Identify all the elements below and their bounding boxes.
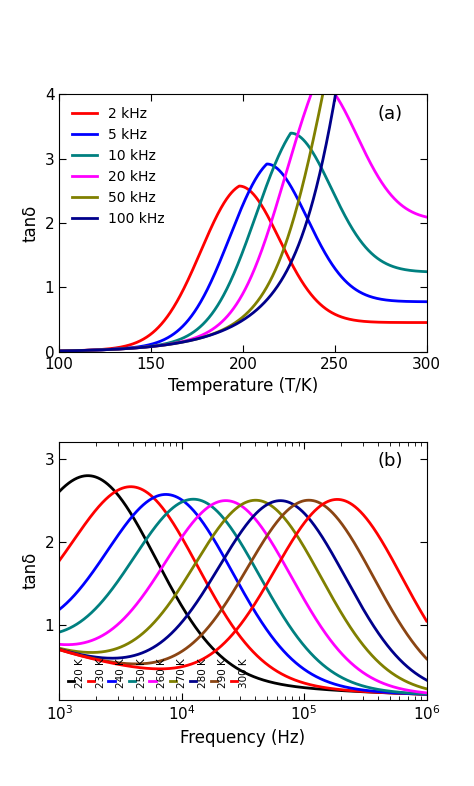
- Text: (b): (b): [377, 452, 403, 470]
- 10 kHz: [343, 213, 349, 222]
- 2 kHz: [424, 318, 429, 327]
- 5 kHz: [343, 277, 349, 286]
- Y-axis label: tanδ: tanδ: [21, 204, 39, 242]
- Line: 2 kHz: 2 kHz: [59, 186, 427, 351]
- 20 kHz: [205, 328, 210, 337]
- 20 kHz: [343, 108, 349, 118]
- 20 kHz: [309, 88, 314, 97]
- 10 kHz: [350, 225, 356, 234]
- 100 kHz: [218, 326, 224, 336]
- 2 kHz: [343, 314, 349, 323]
- 5 kHz: [205, 284, 210, 293]
- 10 kHz: [288, 128, 294, 138]
- Line: 100 kHz: 100 kHz: [59, 0, 427, 351]
- 100 kHz: [56, 347, 62, 356]
- 20 kHz: [314, 75, 319, 85]
- 10 kHz: [56, 347, 62, 356]
- 5 kHz: [218, 254, 224, 263]
- 100 kHz: [309, 201, 314, 211]
- 50 kHz: [218, 326, 224, 336]
- Line: 50 kHz: 50 kHz: [59, 0, 427, 351]
- 2 kHz: [218, 204, 224, 213]
- 5 kHz: [264, 160, 270, 169]
- Text: (a): (a): [378, 105, 403, 123]
- 50 kHz: [309, 143, 314, 152]
- 20 kHz: [56, 347, 62, 356]
- 10 kHz: [424, 267, 429, 277]
- 10 kHz: [94, 345, 100, 354]
- Legend: 2 kHz, 5 kHz, 10 kHz, 20 kHz, 50 kHz, 100 kHz: 2 kHz, 5 kHz, 10 kHz, 20 kHz, 50 kHz, 10…: [66, 101, 170, 231]
- 5 kHz: [309, 223, 315, 233]
- 50 kHz: [205, 331, 210, 340]
- 100 kHz: [94, 345, 100, 354]
- 10 kHz: [309, 146, 315, 156]
- 50 kHz: [424, 51, 429, 61]
- 2 kHz: [350, 315, 356, 325]
- 20 kHz: [350, 122, 356, 131]
- Line: 10 kHz: 10 kHz: [59, 133, 427, 351]
- 5 kHz: [56, 347, 62, 356]
- 2 kHz: [205, 230, 210, 240]
- 100 kHz: [205, 331, 210, 340]
- 5 kHz: [424, 297, 429, 307]
- 50 kHz: [94, 345, 100, 354]
- 20 kHz: [94, 345, 100, 354]
- 2 kHz: [94, 345, 100, 354]
- 5 kHz: [350, 283, 356, 292]
- Y-axis label: tanδ: tanδ: [21, 552, 39, 590]
- 50 kHz: [56, 347, 62, 356]
- X-axis label: Frequency (Hz): Frequency (Hz): [181, 729, 305, 747]
- 100 kHz: [343, 26, 348, 35]
- 2 kHz: [309, 291, 315, 300]
- 20 kHz: [218, 318, 224, 327]
- X-axis label: Temperature (T/K): Temperature (T/K): [168, 377, 318, 395]
- 10 kHz: [205, 314, 210, 324]
- 2 kHz: [56, 347, 62, 356]
- 20 kHz: [424, 212, 429, 222]
- 2 kHz: [237, 182, 242, 191]
- Legend: 220 K, 230 K, 240 K, 250 K, 260 K, 270 K, 280 K, 290 K, 300 K: 220 K, 230 K, 240 K, 250 K, 260 K, 270 K…: [64, 656, 252, 694]
- 5 kHz: [94, 345, 100, 354]
- Line: 20 kHz: 20 kHz: [59, 80, 427, 351]
- Line: 5 kHz: 5 kHz: [59, 164, 427, 351]
- 10 kHz: [218, 295, 224, 304]
